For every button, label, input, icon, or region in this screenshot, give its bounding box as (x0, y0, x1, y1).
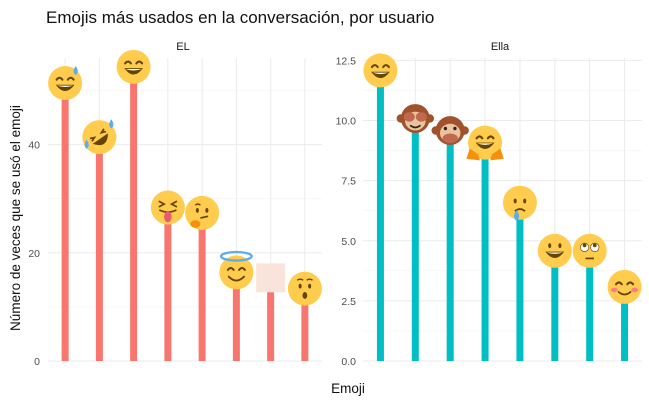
grinning-face-with-big-eyes-icon (537, 233, 572, 268)
smiling-face-with-halo-icon (219, 250, 254, 290)
y-tick-label: 40 (28, 140, 40, 152)
beaming-face-with-smiling-eyes-icon (363, 53, 398, 88)
x-axis-label: Emoji (331, 381, 365, 396)
panels: 0 20 40 0.0 2.5 5.0 7.5 10.0 12.5 (28, 49, 642, 368)
y-tick-label: 0.0 (341, 356, 356, 368)
y-tick-label: 7.5 (341, 176, 356, 188)
y-tick-label: 12.5 (336, 55, 357, 67)
raising-hands-grin-icon (466, 125, 504, 161)
sad-but-relieved-face-icon (502, 185, 537, 221)
face-with-rolling-eyes-icon (572, 233, 607, 268)
squinting-face-with-tongue-icon (150, 190, 185, 225)
y-tick-label: 2.5 (341, 296, 356, 308)
y-tick-label: 10.0 (336, 116, 357, 128)
y-tick-label: 0 (34, 356, 40, 368)
y-axis-label: Número de veces que se usó el emoji (8, 105, 23, 331)
panel-el: 0 20 40 (28, 49, 322, 368)
chart-title: Emojis más usados en la conversación, po… (46, 8, 434, 27)
speak-no-evil-monkey-icon (431, 116, 469, 145)
smiling-face-with-blush-icon (607, 269, 642, 304)
thinking-face-icon (185, 195, 220, 230)
unrendered-emoji-box-icon (256, 263, 286, 293)
see-no-evil-monkey-icon (396, 104, 435, 133)
rolling-on-the-floor-laughing-icon (82, 119, 117, 155)
y-tick-label: 5.0 (341, 236, 356, 248)
hushed-face-icon (287, 271, 322, 306)
y-tick-label: 20 (28, 248, 40, 260)
panel-label-ella: Ella (491, 41, 510, 53)
panel-label-el: EL (176, 41, 189, 53)
beaming-face-with-smiling-eyes-icon (116, 49, 151, 84)
grinning-face-with-sweat-icon (48, 66, 83, 101)
panel-ella: 0.0 2.5 5.0 7.5 10.0 12.5 (336, 53, 642, 368)
